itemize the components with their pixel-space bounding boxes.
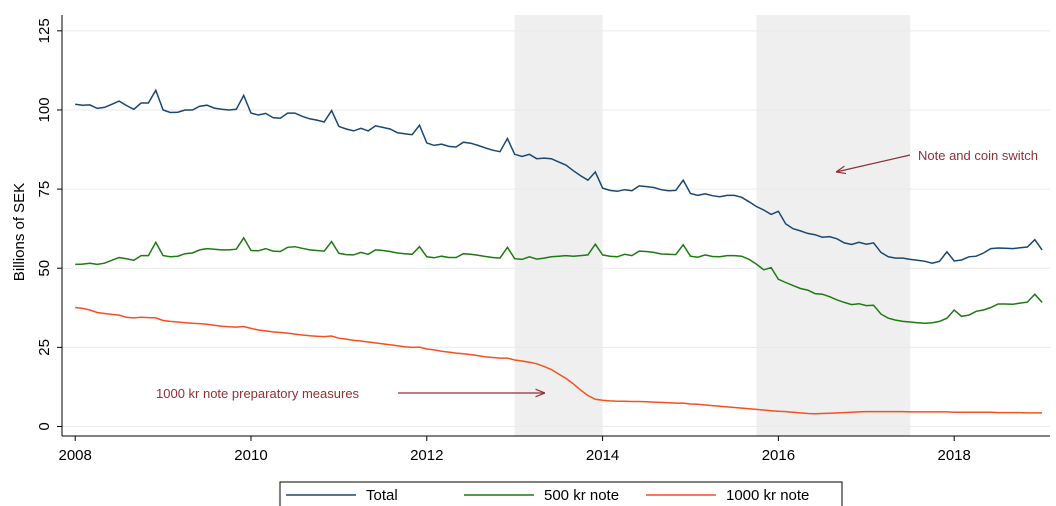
x-tick-label: 2014 bbox=[586, 447, 619, 464]
x-tick-label: 2012 bbox=[410, 447, 443, 464]
x-tick-label: 2010 bbox=[234, 447, 267, 464]
y-tick-label: 100 bbox=[36, 97, 53, 122]
legend-label: 500 kr note bbox=[544, 487, 619, 504]
x-tick-label: 2016 bbox=[762, 447, 795, 464]
annotation: 1000 kr note preparatory measures bbox=[156, 386, 360, 401]
series-line bbox=[75, 306, 1043, 415]
y-tick-label: 25 bbox=[36, 339, 53, 356]
legend-box bbox=[279, 481, 843, 506]
x-tick-label: 2008 bbox=[58, 447, 91, 464]
y-tick-label: 50 bbox=[36, 260, 53, 277]
series-line bbox=[75, 236, 1043, 325]
y-tick-label: 0 bbox=[36, 422, 53, 430]
y-tick-label: 75 bbox=[36, 181, 53, 198]
y-tick-label: 125 bbox=[36, 18, 53, 43]
annotation: Note and coin switch bbox=[918, 148, 1038, 163]
y-axis-label: Billions of SEK bbox=[11, 183, 28, 281]
shaded-region bbox=[514, 15, 603, 436]
shaded-region bbox=[756, 15, 911, 436]
legend-label: Total bbox=[366, 487, 398, 504]
legend-label: 1000 kr note bbox=[726, 487, 809, 504]
x-tick-label: 2018 bbox=[938, 447, 971, 464]
annotation-arrow bbox=[836, 154, 911, 172]
series-line bbox=[75, 88, 1043, 264]
